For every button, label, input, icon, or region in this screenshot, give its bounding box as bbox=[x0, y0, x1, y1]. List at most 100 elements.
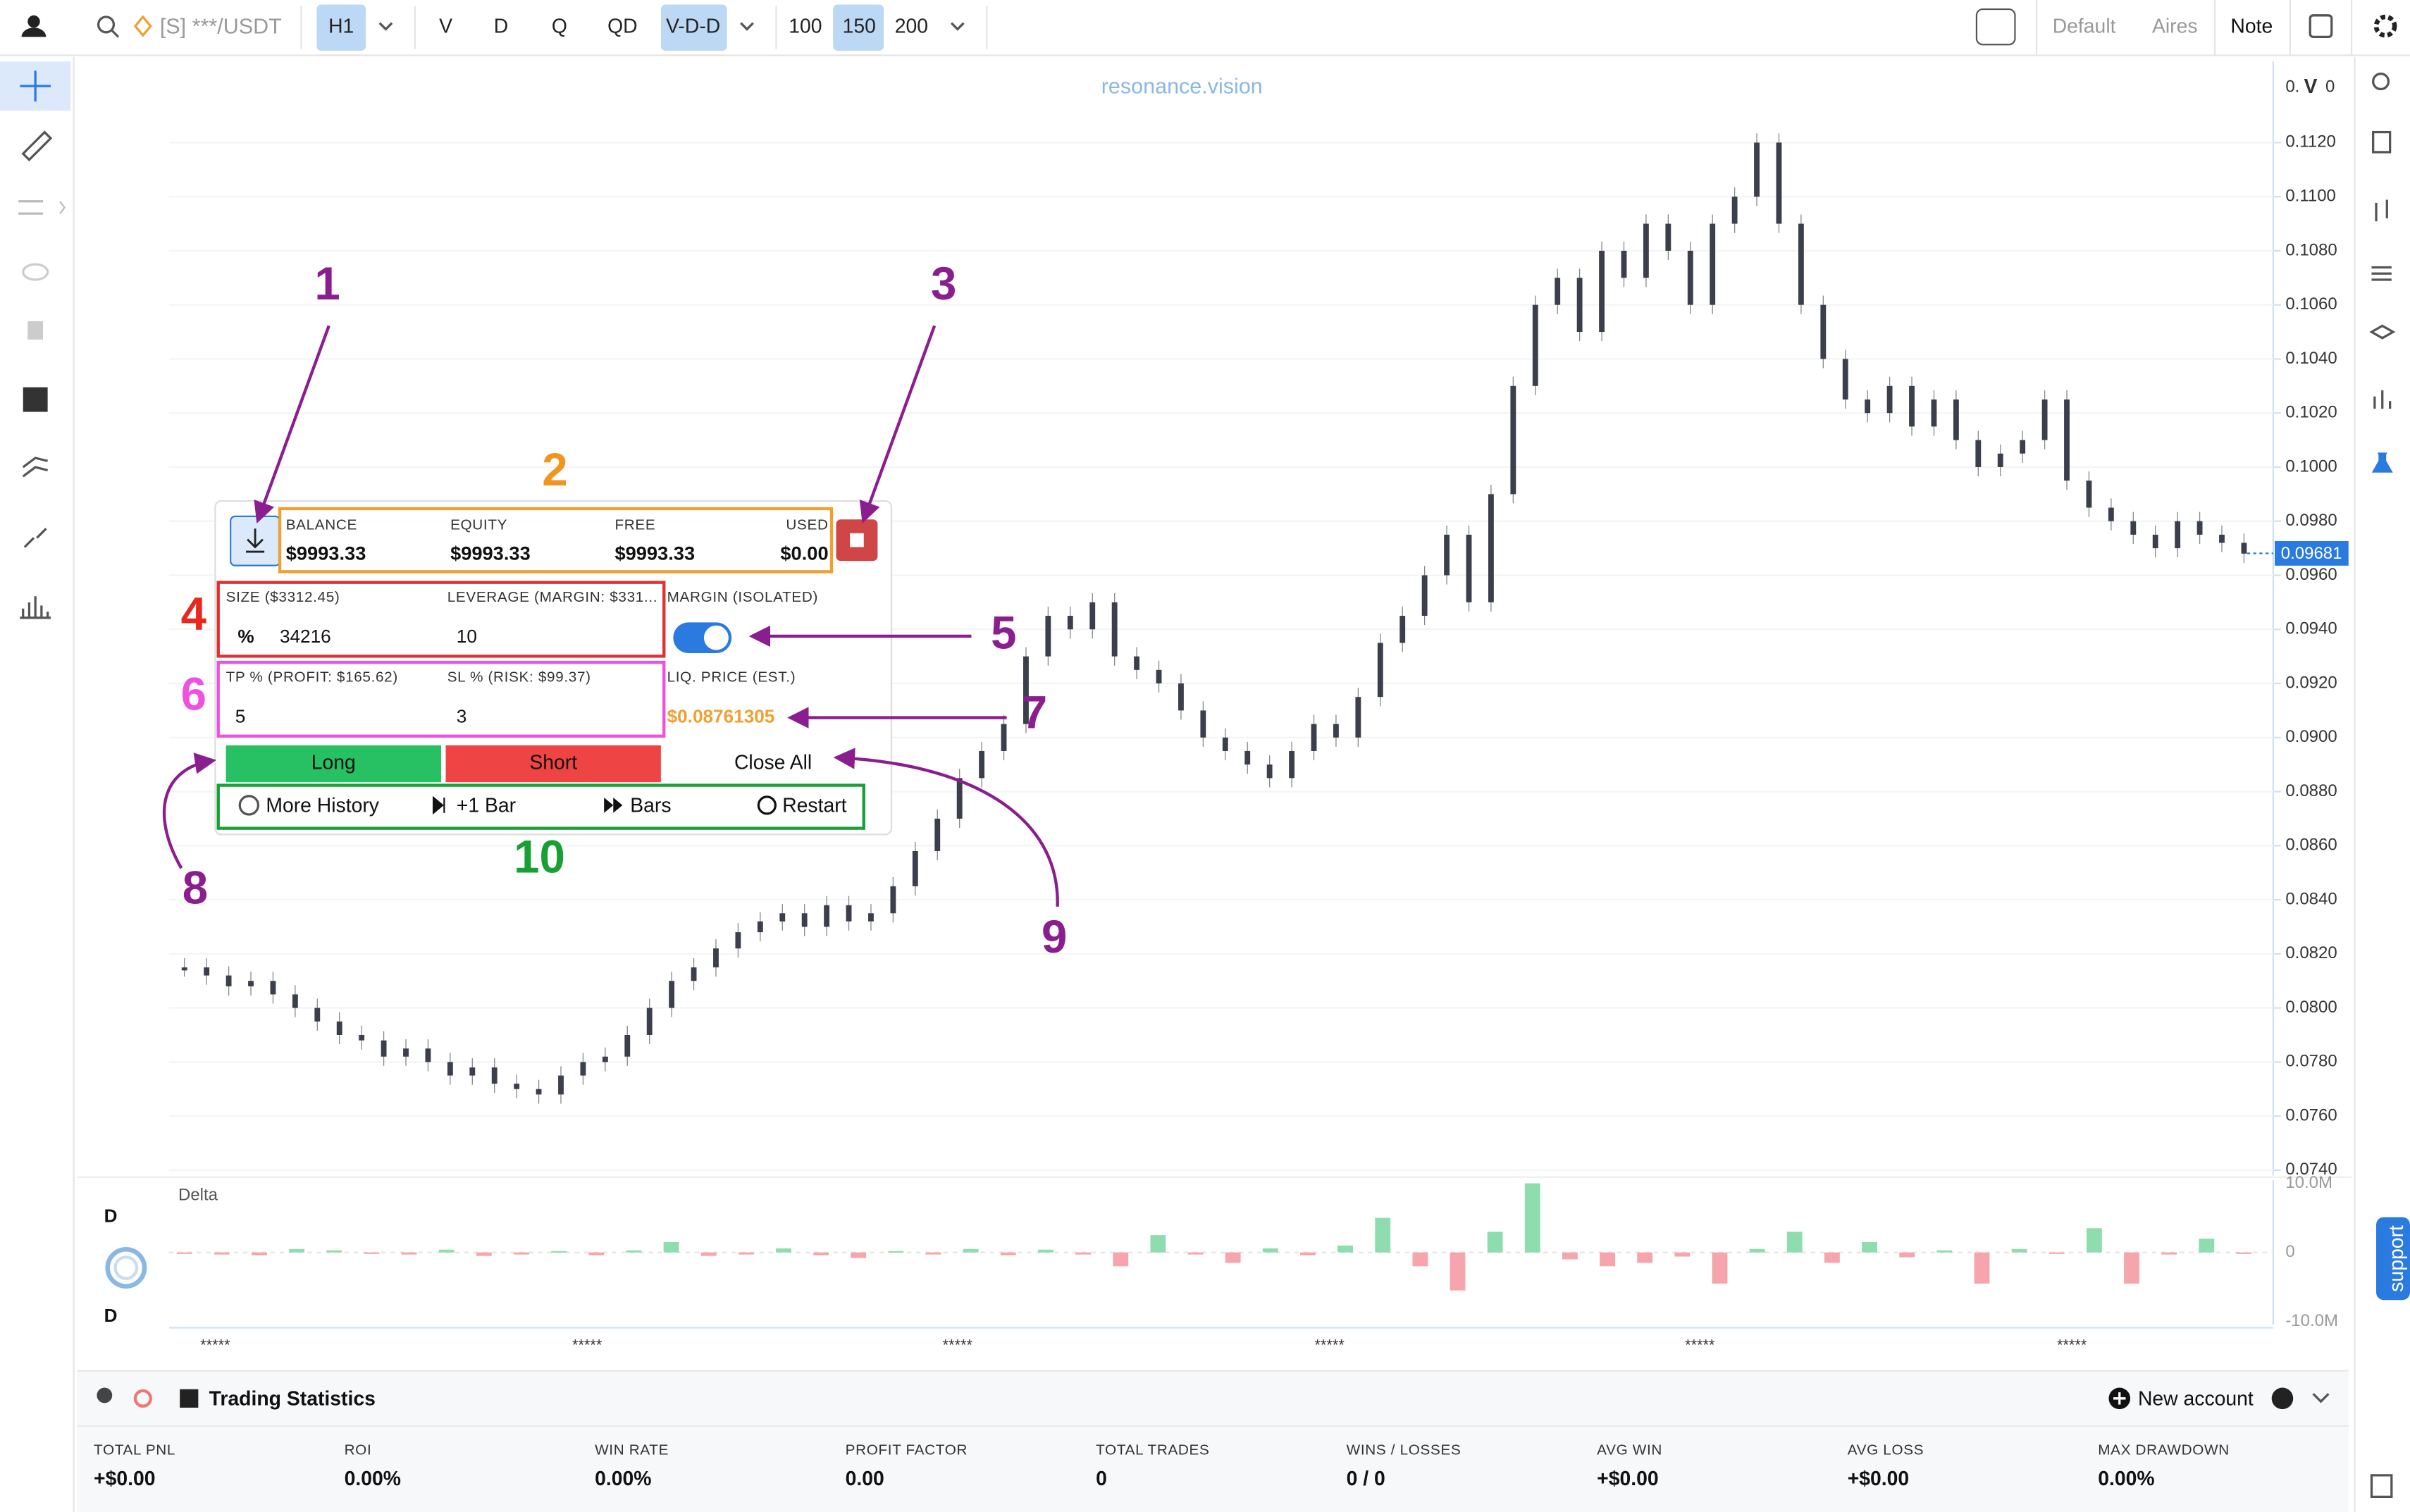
indicator-tool[interactable] bbox=[22, 457, 49, 478]
close-all-button[interactable]: Close All bbox=[734, 752, 812, 774]
candle bbox=[1001, 724, 1007, 751]
long-button[interactable] bbox=[225, 745, 441, 783]
bulb-icon[interactable] bbox=[97, 1387, 113, 1403]
annotation-number: 7 bbox=[1022, 687, 1047, 738]
y-tick-label: 0.1100 bbox=[2285, 186, 2336, 205]
short-label[interactable]: Short bbox=[529, 752, 577, 774]
chevron[interactable] bbox=[950, 22, 965, 31]
y-tick-label: 0.0980 bbox=[2285, 511, 2337, 530]
short-button[interactable] bbox=[445, 745, 661, 783]
candle bbox=[846, 905, 852, 922]
delta-bar bbox=[1113, 1252, 1129, 1267]
bars-button[interactable]: Bars bbox=[630, 795, 671, 817]
view-button[interactable]: Q bbox=[552, 16, 567, 38]
bar-count-button[interactable]: 200 bbox=[895, 16, 928, 38]
checkbox[interactable] bbox=[1975, 8, 2016, 46]
y-tick-label: 0.0780 bbox=[2285, 1052, 2337, 1071]
bar-count-button[interactable]: 100 bbox=[789, 16, 822, 38]
lab-icon[interactable] bbox=[2371, 452, 2393, 473]
y-tick-label: -10.0M bbox=[2285, 1311, 2338, 1330]
chevron[interactable] bbox=[2312, 1393, 2330, 1403]
y-tick-label: 0.0880 bbox=[2285, 781, 2337, 800]
candle bbox=[2064, 399, 2070, 481]
new-account-button[interactable]: New account bbox=[2138, 1387, 2254, 1410]
image-icon[interactable] bbox=[2309, 14, 2333, 38]
stats-panel bbox=[77, 1370, 2349, 1512]
stat-label: ROI bbox=[345, 1442, 372, 1458]
ruler-tool[interactable] bbox=[21, 130, 53, 162]
symbol[interactable]: [S] ***/USDT bbox=[160, 14, 282, 38]
candle bbox=[1798, 223, 1804, 305]
restart-button[interactable]: Restart bbox=[782, 795, 846, 817]
chevron[interactable] bbox=[59, 201, 66, 214]
user-icon[interactable] bbox=[21, 27, 47, 37]
delta-bar bbox=[2011, 1248, 2027, 1253]
list-icon[interactable] bbox=[2371, 266, 2392, 281]
candle bbox=[713, 948, 719, 968]
annotation-number: 10 bbox=[514, 831, 565, 883]
more-history-button[interactable]: More History bbox=[266, 795, 379, 817]
bar-count-button[interactable]: 150 bbox=[843, 16, 876, 38]
candle bbox=[1886, 385, 1893, 414]
delta-bar bbox=[1450, 1252, 1466, 1291]
user-icon[interactable] bbox=[27, 15, 40, 28]
size-input[interactable]: 34216 bbox=[280, 626, 331, 647]
visibility-tool[interactable] bbox=[22, 263, 49, 281]
candle bbox=[1244, 750, 1251, 765]
clipboard-icon[interactable] bbox=[2370, 1474, 2393, 1499]
tp-input[interactable]: 5 bbox=[235, 705, 246, 726]
y-tick-label: 0.0840 bbox=[2285, 889, 2337, 908]
candle bbox=[1576, 278, 1583, 333]
annotation-number: 2 bbox=[542, 444, 567, 495]
view-button[interactable]: V-D-D bbox=[666, 16, 720, 38]
bars-icon[interactable] bbox=[2373, 390, 2392, 409]
plus-bar-button[interactable]: +1 Bar bbox=[457, 795, 516, 817]
layers-icon[interactable] bbox=[2369, 324, 2396, 340]
support-label[interactable]: support bbox=[2385, 1225, 2408, 1292]
plus-icon bbox=[2113, 1392, 2126, 1405]
y-tick-label: 0.1040 bbox=[2285, 349, 2337, 368]
y-tick-label: 10.0M bbox=[2285, 1173, 2332, 1192]
chevron[interactable] bbox=[740, 22, 754, 31]
annotation-number: 9 bbox=[1042, 911, 1067, 962]
search-icon[interactable] bbox=[2372, 73, 2390, 91]
highlight-box bbox=[216, 783, 865, 830]
view-button[interactable]: V bbox=[439, 16, 452, 38]
globe-icon[interactable] bbox=[2271, 1387, 2294, 1410]
settings-icon[interactable] bbox=[2373, 14, 2397, 38]
layout-tool[interactable] bbox=[23, 387, 48, 412]
lines-tool[interactable] bbox=[18, 200, 44, 215]
view-button[interactable]: D bbox=[494, 16, 508, 38]
candle bbox=[403, 1048, 409, 1057]
sort-icon[interactable] bbox=[2375, 199, 2388, 222]
layout-button[interactable]: Aires bbox=[2152, 16, 2198, 38]
candle bbox=[1532, 304, 1538, 386]
notes-icon[interactable] bbox=[2372, 130, 2392, 154]
ring-icon bbox=[113, 1255, 139, 1280]
stat-value: 0.00 bbox=[846, 1468, 884, 1490]
compress-tool[interactable] bbox=[23, 528, 47, 548]
view-button[interactable]: QD bbox=[607, 16, 638, 38]
chevron[interactable] bbox=[378, 22, 393, 31]
unit-toggle[interactable]: % bbox=[237, 626, 254, 647]
delta-bar bbox=[1637, 1252, 1653, 1263]
timeframe-button[interactable]: H1 bbox=[328, 16, 354, 38]
layout-button[interactable]: Default bbox=[2053, 16, 2116, 38]
annotation-number: 4 bbox=[181, 588, 207, 640]
stat-value: +$0.00 bbox=[1597, 1468, 1658, 1490]
long-label[interactable]: Long bbox=[311, 752, 356, 774]
candle bbox=[1289, 750, 1295, 779]
chart-tool[interactable] bbox=[20, 596, 51, 619]
sl-input[interactable]: 3 bbox=[457, 705, 467, 726]
target-icon[interactable] bbox=[133, 1389, 152, 1408]
delete-tool[interactable] bbox=[27, 321, 44, 340]
account-value: $9993.33 bbox=[614, 543, 695, 564]
support-tab[interactable] bbox=[2376, 1217, 2410, 1301]
crosshair-tool[interactable] bbox=[20, 70, 51, 101]
account-value: $0.00 bbox=[780, 543, 828, 564]
layout-button[interactable]: Note bbox=[2230, 16, 2273, 38]
candle bbox=[1421, 575, 1428, 616]
search-icon[interactable] bbox=[97, 16, 116, 34]
leverage-input[interactable]: 10 bbox=[457, 626, 477, 647]
